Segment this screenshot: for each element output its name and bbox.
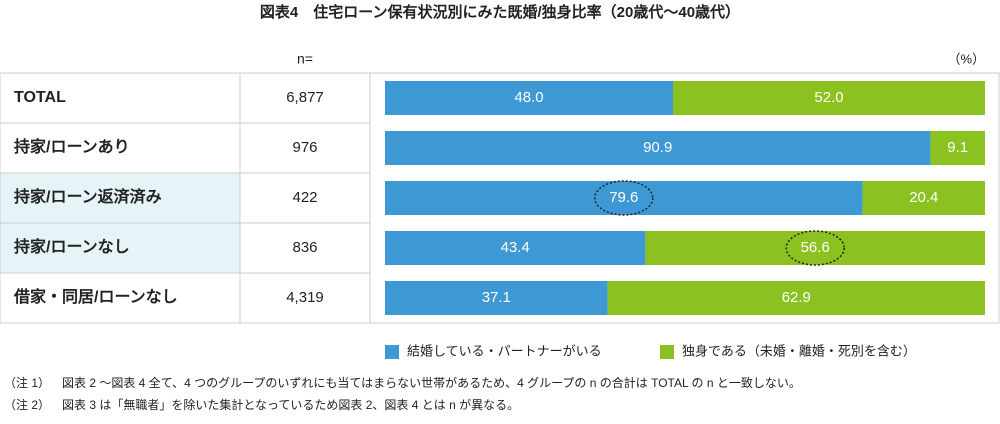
row-label: TOTAL xyxy=(14,89,66,106)
table-cell xyxy=(239,172,371,224)
table-cell xyxy=(0,272,241,324)
table-cell xyxy=(239,72,371,124)
note-text: 図表 3 は「無職者」を除いた集計となっているため図表 2、図表 4 とは n … xyxy=(62,397,519,412)
row-label: 持家/ローン返済済み xyxy=(14,187,162,206)
value-label: 79.6 xyxy=(609,189,638,206)
legend-label: 結婚している・パートナーがいる xyxy=(407,343,602,358)
bar-segment xyxy=(385,81,673,115)
legend-swatch xyxy=(660,345,674,359)
n-value: 836 xyxy=(292,239,317,256)
bar-segment xyxy=(385,231,646,265)
legend-swatch xyxy=(385,345,399,359)
table-cell xyxy=(0,222,241,274)
value-label: 62.9 xyxy=(782,289,811,306)
bar-segment xyxy=(607,281,985,315)
bar-segment xyxy=(385,281,608,315)
highlight-circle xyxy=(594,180,654,216)
row-label: 持家/ローンなし xyxy=(14,237,130,256)
note-label: （注 1） xyxy=(4,375,50,390)
bar-segment xyxy=(673,81,985,115)
bar-segment xyxy=(930,131,985,165)
highlight-circle xyxy=(785,230,845,266)
value-label: 48.0 xyxy=(514,89,543,106)
chart-title: 図表4 住宅ローン保有状況別にみた既婚/独身比率（20歳代〜40歳代） xyxy=(260,3,740,21)
table-cell xyxy=(239,272,371,324)
bar-segment xyxy=(385,131,931,165)
n-value: 6,877 xyxy=(286,89,324,106)
table-cell xyxy=(239,222,371,274)
n-header: n= xyxy=(297,51,313,67)
value-label: 90.9 xyxy=(643,139,672,156)
unit-label: （%） xyxy=(947,51,985,66)
value-label: 9.1 xyxy=(947,139,968,156)
value-label: 20.4 xyxy=(909,189,938,206)
table-cell xyxy=(239,122,371,174)
value-label: 43.4 xyxy=(501,239,530,256)
table-cell xyxy=(0,122,241,174)
bar-segment xyxy=(645,231,985,265)
bar-segment xyxy=(862,181,985,215)
note-text: 図表 2 〜図表 4 全て、4 つのグループのいずれにも当てはまらない世帯がある… xyxy=(62,375,801,390)
value-label: 37.1 xyxy=(482,289,511,306)
row-label: 持家/ローンあり xyxy=(14,137,130,156)
n-value: 976 xyxy=(292,139,317,156)
table-cell xyxy=(0,172,241,224)
value-label: 52.0 xyxy=(814,89,843,106)
n-value: 422 xyxy=(292,189,317,206)
bar-segment xyxy=(385,181,863,215)
legend-label: 独身である（未婚・離婚・死別を含む） xyxy=(682,343,916,358)
row-label: 借家・同居/ローンなし xyxy=(13,287,178,306)
note-label: （注 2） xyxy=(4,397,50,412)
n-value: 4,319 xyxy=(286,289,324,306)
value-label: 56.6 xyxy=(801,239,830,256)
